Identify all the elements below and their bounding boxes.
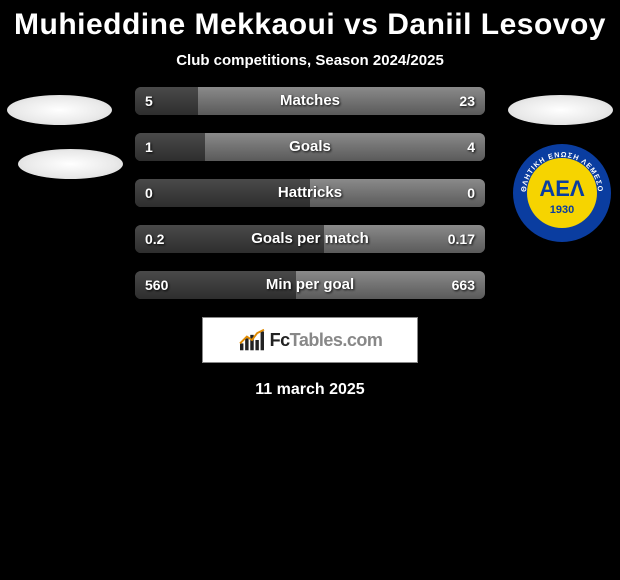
stat-label: Min per goal xyxy=(135,271,485,299)
stat-row: 00Hattricks xyxy=(135,179,485,207)
badge-center-text: ΑΕΛ xyxy=(539,176,585,201)
fctables-logo-text: FcTables.com xyxy=(270,330,383,351)
player1-emblem-2 xyxy=(18,149,123,179)
stat-row: 560663Min per goal xyxy=(135,271,485,299)
page-subtitle: Club competitions, Season 2024/2025 xyxy=(0,52,620,69)
page-title: Muhieddine Mekkaoui vs Daniil Lesovoy xyxy=(0,0,620,46)
stat-label: Hattricks xyxy=(135,179,485,207)
stat-label: Goals per match xyxy=(135,225,485,253)
player2-emblem-1 xyxy=(508,95,613,125)
stat-row: 523Matches xyxy=(135,87,485,115)
player2-club-badge: ΑΘΛΗΤΙΚΗ ΕΝΩΣΗ ΛΕΜΕΣΟΥ ΑΕΛ 1930 xyxy=(512,143,612,243)
snapshot-date: 11 march 2025 xyxy=(0,381,620,399)
fctables-chart-icon xyxy=(238,328,266,352)
stat-label: Matches xyxy=(135,87,485,115)
stat-row: 14Goals xyxy=(135,133,485,161)
badge-year: 1930 xyxy=(550,204,574,216)
stat-row: 0.20.17Goals per match xyxy=(135,225,485,253)
player1-emblem-1 xyxy=(7,95,112,125)
stat-label: Goals xyxy=(135,133,485,161)
fctables-logo: FcTables.com xyxy=(202,317,418,363)
stat-bars: 523Matches 14Goals 00Hattricks 0.20.17Goals… xyxy=(135,87,485,299)
comparison-content: ΑΘΛΗΤΙΚΗ ΕΝΩΣΗ ΛΕΜΕΣΟΥ ΑΕΛ 1930 523Match… xyxy=(0,87,620,399)
